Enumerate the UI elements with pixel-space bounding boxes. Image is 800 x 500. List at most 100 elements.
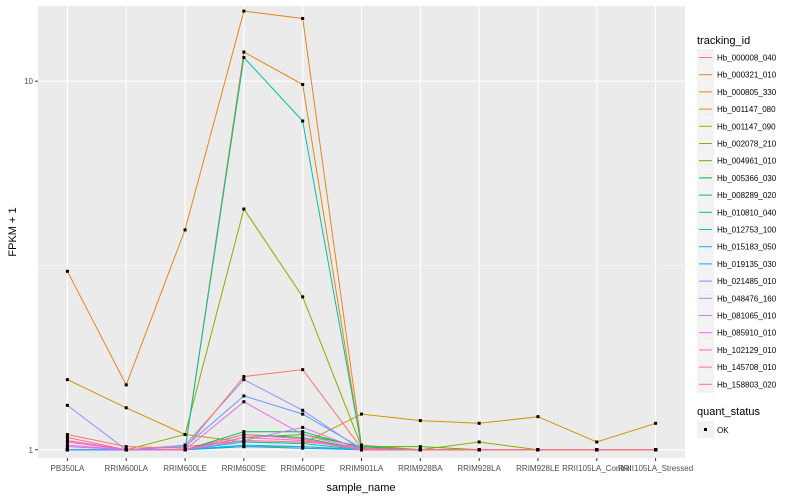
series-point [301, 412, 305, 416]
series-point [301, 82, 305, 86]
series-point [242, 445, 246, 449]
legend-label: Hb_010810_040 [717, 208, 777, 217]
y-axis-title: FPKM + 1 [7, 207, 19, 256]
series-point [536, 415, 540, 419]
x-tick-label: PB350LA [51, 464, 85, 473]
series-point [65, 403, 69, 407]
series-point [242, 378, 246, 382]
series-point [536, 448, 540, 452]
series-point [360, 445, 363, 449]
series-point [301, 408, 305, 412]
legend-status-label: OK [717, 426, 729, 435]
x-axis-title: sample_name [326, 482, 395, 494]
x-tick-label: RRIM928LA [457, 464, 501, 473]
series-point [65, 440, 69, 444]
series-point [301, 16, 305, 20]
legend-title: tracking_id [697, 35, 750, 47]
series-point [301, 295, 305, 299]
series-point [477, 421, 481, 425]
series-point [242, 9, 246, 13]
series-point [183, 448, 187, 452]
series-point [242, 433, 246, 437]
series-point [242, 435, 246, 439]
series-point [65, 433, 69, 437]
series-point [360, 446, 363, 450]
legend-label: Hb_001147_090 [717, 122, 776, 131]
x-tick-label: RRIM901LA [340, 464, 384, 473]
series-point [124, 383, 128, 387]
series-point [301, 438, 305, 442]
series-point [654, 448, 658, 452]
x-tick-label: RRIM600LA [104, 464, 148, 473]
series-point [418, 445, 422, 449]
legend-label: Hb_021485_010 [717, 277, 777, 286]
series-point [242, 440, 246, 444]
series-point [242, 443, 246, 447]
series-point [301, 433, 305, 437]
legend-status-marker [704, 428, 707, 431]
x-tick-label: RRIM928LE [516, 464, 560, 473]
x-tick-label: RRIM928BA [398, 464, 443, 473]
legend-label: Hb_005366_030 [717, 174, 777, 183]
legend-label: Hb_008289_020 [717, 191, 777, 200]
series-point [301, 445, 305, 449]
series-point [183, 433, 187, 437]
series-point [301, 430, 305, 434]
series-point [124, 448, 128, 452]
legend-items: Hb_000008_040 Hb_000321_010 Hb_000805_330 H… [697, 49, 777, 393]
legend-status-title: quant_status [697, 406, 760, 418]
series-point [65, 435, 69, 439]
legend: tracking_id Hb_000008_040Hb_000321_010Hb… [697, 35, 777, 438]
x-tick-label: RRIM600LE [163, 464, 207, 473]
series-point [124, 445, 128, 449]
series-point [242, 438, 246, 442]
series-point [595, 440, 599, 444]
series-point [183, 446, 187, 450]
series-point [183, 443, 187, 447]
series-point [301, 425, 305, 429]
series-point [65, 438, 69, 442]
series-point [477, 440, 481, 444]
series-point [301, 442, 305, 446]
legend-label: Hb_000008_040 [717, 54, 777, 63]
series-point [301, 368, 305, 372]
series-point [654, 421, 658, 425]
series-point [360, 443, 363, 447]
x-axis: PB350LA RRIM600LA RRIM600LE RRIM600SE RRIM60… [51, 458, 693, 473]
legend-label: Hb_015183_050 [717, 243, 777, 252]
series-point [595, 448, 599, 452]
series-point [418, 448, 422, 452]
legend-label: Hb_000805_330 [717, 88, 777, 97]
y-tick-label: 10 [24, 77, 33, 86]
series-point [242, 394, 246, 398]
legend-label: Hb_081065_010 [717, 312, 777, 321]
y-tick-label: 1 [29, 446, 34, 455]
legend-label: Hb_102129_010 [717, 346, 777, 355]
legend-label: Hb_085910_010 [717, 329, 777, 338]
series-point [65, 378, 69, 382]
legend-label: Hb_000321_010 [717, 71, 777, 80]
y-axis: 1 10 [24, 77, 38, 455]
series-point [242, 207, 246, 211]
series-point [477, 448, 481, 452]
legend-label: Hb_158803_020 [717, 380, 777, 389]
legend-label: Hb_002078_210 [717, 140, 777, 149]
x-tick-label: RRIM600PE [280, 464, 324, 473]
series-point [301, 119, 305, 123]
series-point [183, 228, 187, 232]
series-point [301, 446, 305, 450]
series-point [183, 445, 187, 449]
series-point [65, 269, 69, 273]
legend-label: Hb_004961_010 [717, 157, 777, 166]
legend-label: Hb_048476_160 [717, 294, 777, 303]
series-point [360, 448, 363, 452]
series-points [65, 9, 658, 452]
x-tick-label: RRII105LA_Stressed [618, 464, 693, 473]
legend-label: Hb_145708_010 [717, 363, 777, 372]
series-point [65, 443, 69, 447]
x-tick-label: RRIM600SE [222, 464, 266, 473]
series-point [242, 430, 246, 434]
series-point [242, 55, 246, 59]
series-point [242, 400, 246, 404]
